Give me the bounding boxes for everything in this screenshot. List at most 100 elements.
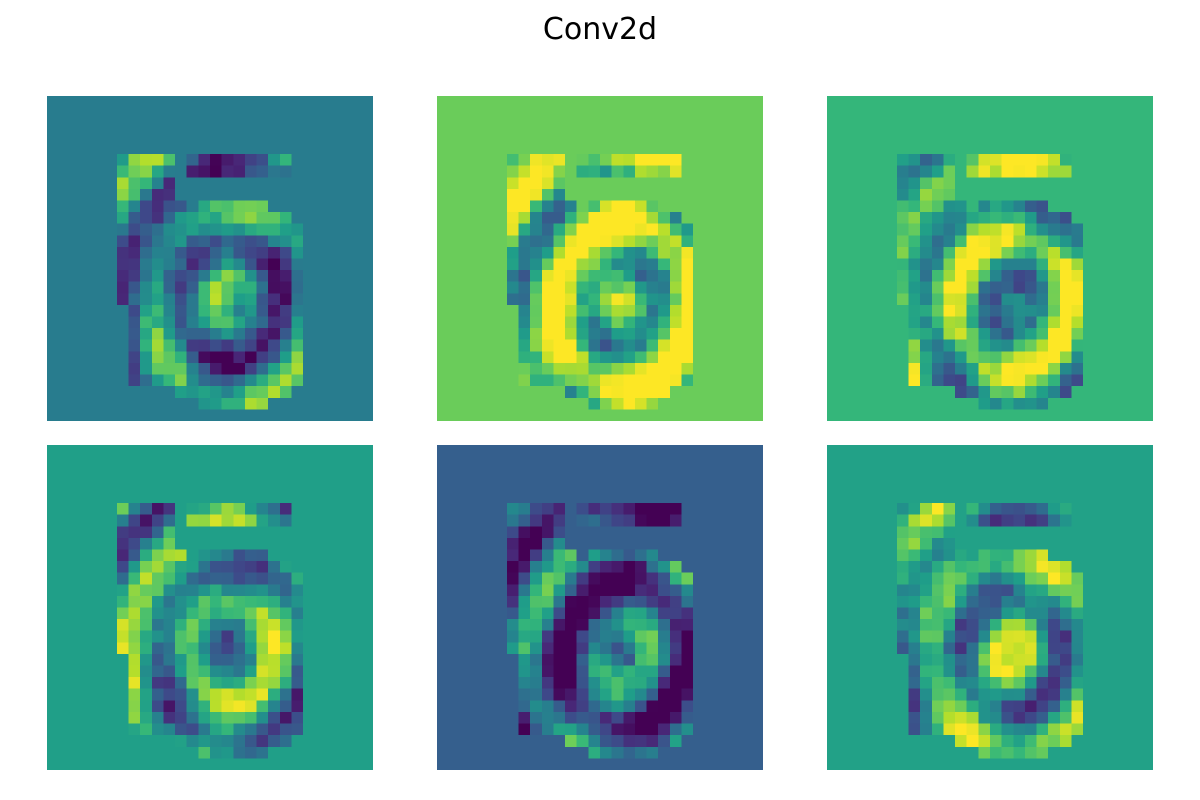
heatmap-cell xyxy=(361,654,373,666)
heatmap-cell xyxy=(437,631,449,643)
heatmap-cell xyxy=(862,108,874,120)
heatmap-cell xyxy=(292,375,304,387)
heatmap-cell xyxy=(623,375,635,387)
heatmap-cell xyxy=(105,108,117,120)
heatmap-cell xyxy=(187,96,199,108)
heatmap-cell xyxy=(175,747,187,759)
heatmap-cell xyxy=(1060,468,1072,480)
heatmap-cell xyxy=(233,526,245,538)
heatmap-cell xyxy=(198,177,210,189)
heatmap-cell xyxy=(152,712,164,724)
heatmap-svg-2 xyxy=(437,96,763,421)
heatmap-cell xyxy=(245,619,257,631)
heatmap-cell xyxy=(670,526,682,538)
heatmap-cell xyxy=(1095,131,1107,143)
heatmap-cell xyxy=(140,735,152,747)
feature-map-5 xyxy=(437,445,763,770)
heatmap-cell xyxy=(705,398,717,410)
heatmap-cell xyxy=(94,712,106,724)
heatmap-cell xyxy=(850,735,862,747)
heatmap-cell xyxy=(728,677,740,689)
heatmap-cell xyxy=(105,457,117,469)
heatmap-cell xyxy=(920,712,932,724)
heatmap-cell xyxy=(1095,119,1107,131)
heatmap-cell xyxy=(955,340,967,352)
heatmap-cell xyxy=(460,108,472,120)
heatmap-cell xyxy=(338,119,350,131)
heatmap-cell xyxy=(245,631,257,643)
heatmap-cell xyxy=(897,142,909,154)
heatmap-cell xyxy=(1130,375,1142,387)
heatmap-cell xyxy=(1095,409,1107,421)
heatmap-cell xyxy=(839,573,851,585)
heatmap-cell xyxy=(292,224,304,236)
heatmap-cell xyxy=(635,700,647,712)
heatmap-cell xyxy=(530,131,542,143)
heatmap-cell xyxy=(909,247,921,259)
heatmap-cell xyxy=(1037,642,1049,654)
heatmap-cell xyxy=(740,724,752,736)
heatmap-cell xyxy=(943,363,955,375)
heatmap-cell xyxy=(495,363,507,375)
heatmap-cell xyxy=(967,177,979,189)
heatmap-cell xyxy=(233,584,245,596)
heatmap-cell xyxy=(588,235,600,247)
heatmap-cell xyxy=(105,573,117,585)
heatmap-cell xyxy=(839,654,851,666)
heatmap-cell xyxy=(588,619,600,631)
heatmap-cell xyxy=(152,689,164,701)
heatmap-cell xyxy=(105,177,117,189)
heatmap-cell xyxy=(1025,642,1037,654)
heatmap-cell xyxy=(303,200,315,212)
heatmap-cell xyxy=(449,724,461,736)
heatmap-cell xyxy=(751,712,763,724)
heatmap-cell xyxy=(350,596,362,608)
heatmap-cell xyxy=(920,724,932,736)
heatmap-cell xyxy=(484,515,496,527)
heatmap-cell xyxy=(1130,468,1142,480)
heatmap-cell xyxy=(233,166,245,178)
heatmap-cell xyxy=(268,386,280,398)
heatmap-cell xyxy=(623,235,635,247)
heatmap-cell xyxy=(1060,712,1072,724)
heatmap-cell xyxy=(519,351,531,363)
heatmap-cell xyxy=(716,235,728,247)
heatmap-cell xyxy=(978,712,990,724)
heatmap-cell xyxy=(553,457,565,469)
heatmap-cell xyxy=(693,363,705,375)
heatmap-cell xyxy=(82,549,94,561)
heatmap-cell xyxy=(920,491,932,503)
heatmap-cell xyxy=(874,259,886,271)
heatmap-cell xyxy=(1013,351,1025,363)
heatmap-cell xyxy=(460,328,472,340)
heatmap-cell xyxy=(507,398,519,410)
heatmap-cell xyxy=(728,584,740,596)
heatmap-cell xyxy=(117,119,129,131)
heatmap-cell xyxy=(990,480,1002,492)
heatmap-cell xyxy=(1060,619,1072,631)
heatmap-cell xyxy=(1048,375,1060,387)
heatmap-cell xyxy=(338,677,350,689)
heatmap-cell xyxy=(967,293,979,305)
heatmap-cell xyxy=(1025,561,1037,573)
heatmap-cell xyxy=(1095,375,1107,387)
heatmap-cell xyxy=(222,270,234,282)
heatmap-cell xyxy=(1037,735,1049,747)
heatmap-cell xyxy=(233,259,245,271)
heatmap-cell xyxy=(280,224,292,236)
heatmap-cell xyxy=(129,340,141,352)
heatmap-cell xyxy=(728,154,740,166)
heatmap-cell xyxy=(1048,573,1060,585)
heatmap-cell xyxy=(740,480,752,492)
heatmap-cell xyxy=(1083,700,1095,712)
heatmap-cell xyxy=(338,515,350,527)
heatmap-cell xyxy=(990,758,1002,770)
heatmap-cell xyxy=(245,131,257,143)
heatmap-cell xyxy=(932,700,944,712)
heatmap-cell xyxy=(635,561,647,573)
heatmap-cell xyxy=(129,700,141,712)
heatmap-cell xyxy=(257,596,269,608)
heatmap-cell xyxy=(909,584,921,596)
heatmap-cell xyxy=(175,131,187,143)
heatmap-cell xyxy=(553,689,565,701)
